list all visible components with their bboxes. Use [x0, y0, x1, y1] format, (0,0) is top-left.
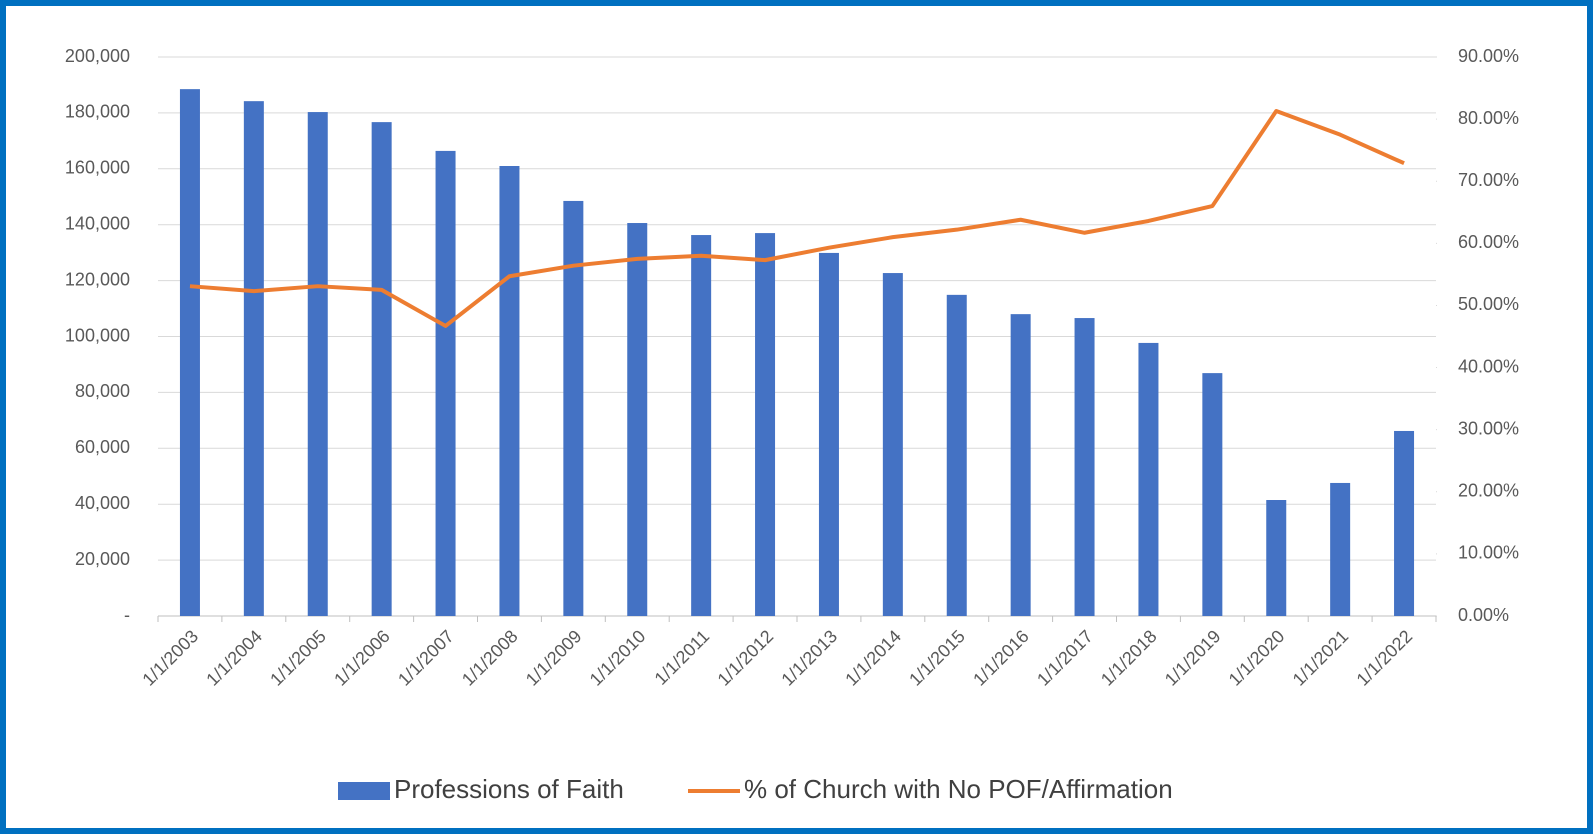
bar [1394, 430, 1415, 616]
y-tick-label: 100,000 [65, 325, 130, 345]
legend-label: % of Church with No POF/Affirmation [744, 774, 1173, 804]
y2-tick-label: 60.00% [1458, 232, 1519, 252]
bar [307, 112, 328, 617]
y-tick-label: 80,000 [75, 381, 130, 401]
y-tick-label: 200,000 [65, 46, 130, 66]
y-tick-label: 60,000 [75, 437, 130, 457]
y-tick-label: 20,000 [75, 549, 130, 569]
bar [1266, 500, 1287, 616]
y2-tick-label: 10.00% [1458, 543, 1519, 563]
y-tick-label: 180,000 [65, 102, 130, 122]
y2-tick-label: 80.00% [1458, 108, 1519, 128]
y-tick-label: 40,000 [75, 493, 130, 513]
bar [1330, 482, 1351, 616]
y2-tick-label: 20.00% [1458, 481, 1519, 501]
bar [499, 166, 520, 616]
y-tick-label: 120,000 [65, 269, 130, 289]
bar [179, 89, 200, 616]
bar [755, 233, 776, 616]
legend-label: Professions of Faith [394, 774, 624, 804]
y2-tick-label: 30.00% [1458, 418, 1519, 438]
y2-tick-label: 90.00% [1458, 46, 1519, 66]
bar [1010, 314, 1031, 616]
y-tick-label: - [124, 605, 130, 625]
y2-tick-label: 70.00% [1458, 170, 1519, 190]
bar [818, 252, 839, 616]
y2-tick-label: 50.00% [1458, 294, 1519, 314]
bar [563, 200, 584, 616]
bar [1202, 373, 1223, 616]
bar [882, 273, 903, 616]
line [189, 109, 1405, 328]
y2-tick-label: 40.00% [1458, 356, 1519, 376]
bar [1138, 342, 1159, 616]
bar [435, 150, 456, 617]
bar [371, 122, 392, 616]
bar [691, 235, 712, 616]
bar [627, 223, 648, 616]
bar [243, 101, 264, 616]
y2-tick-label: 0.00% [1458, 605, 1509, 625]
y-tick-label: 160,000 [65, 158, 130, 178]
bar [1074, 318, 1095, 616]
y-tick-label: 140,000 [65, 213, 130, 233]
legend-swatch [338, 782, 390, 800]
bar [946, 294, 967, 616]
